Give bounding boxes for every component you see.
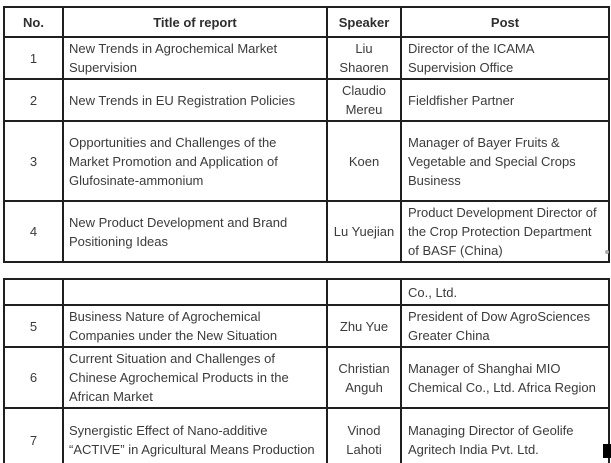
text-cursor-artifact bbox=[603, 444, 611, 458]
cell-post: Manager of Shanghai MIO Chemical Co., Lt… bbox=[400, 346, 610, 409]
table-row: 2 New Trends in EU Registration Policies… bbox=[3, 78, 610, 122]
cell-no: 4 bbox=[3, 200, 64, 263]
cell-title: Synergistic Effect of Nano-additive “ACT… bbox=[62, 407, 328, 463]
col-header-post: Post bbox=[400, 6, 610, 38]
cell-title: New Trends in EU Registration Policies bbox=[62, 78, 328, 122]
report-table-2: Co., Ltd. 5 Business Nature of Agrochemi… bbox=[3, 278, 610, 463]
cell-title bbox=[62, 278, 328, 306]
cell-no: 3 bbox=[3, 120, 64, 202]
cell-speaker: Vinod Lahoti bbox=[326, 407, 402, 463]
cell-speaker: Christian Anguh bbox=[326, 346, 402, 409]
cell-post: President of Dow AgroSciences Greater Ch… bbox=[400, 304, 610, 348]
cell-post: Director of the ICAMA Supervision Office bbox=[400, 36, 610, 80]
table-row: 3 Opportunities and Challenges of the Ma… bbox=[3, 120, 610, 202]
table-row: 7 Synergistic Effect of Nano-additive “A… bbox=[3, 407, 610, 463]
table-row: 1 New Trends in Agrochemical Market Supe… bbox=[3, 36, 610, 80]
cell-title: Current Situation and Challenges of Chin… bbox=[62, 346, 328, 409]
col-header-no: No. bbox=[3, 6, 64, 38]
cell-speaker: Koen bbox=[326, 120, 402, 202]
cell-post: Managing Director of Geolife Agritech In… bbox=[400, 407, 610, 463]
cell-no: 7 bbox=[3, 407, 64, 463]
cell-title: Business Nature of Agrochemical Companie… bbox=[62, 304, 328, 348]
col-header-speaker: Speaker bbox=[326, 6, 402, 38]
cell-speaker: Liu Shaoren bbox=[326, 36, 402, 80]
header-row: No. Title of report Speaker Post bbox=[3, 6, 610, 38]
table-row-continuation: Co., Ltd. bbox=[3, 278, 610, 306]
cell-no: 5 bbox=[3, 304, 64, 348]
col-header-title: Title of report bbox=[62, 6, 328, 38]
cell-no: 2 bbox=[3, 78, 64, 122]
cell-title: New Trends in Agrochemical Market Superv… bbox=[62, 36, 328, 80]
artifact-speck bbox=[605, 250, 609, 254]
cell-title: Opportunities and Challenges of the Mark… bbox=[62, 120, 328, 202]
cell-speaker: Zhu Yue bbox=[326, 304, 402, 348]
cell-no bbox=[3, 278, 64, 306]
report-table-1: No. Title of report Speaker Post 1 New T… bbox=[3, 6, 610, 263]
cell-no: 1 bbox=[3, 36, 64, 80]
cell-speaker: Lu Yuejian bbox=[326, 200, 402, 263]
table-row: 6 Current Situation and Challenges of Ch… bbox=[3, 346, 610, 409]
cell-speaker: Claudio Mereu bbox=[326, 78, 402, 122]
cell-speaker bbox=[326, 278, 402, 306]
cell-no: 6 bbox=[3, 346, 64, 409]
table-row: 4 New Product Development and Brand Posi… bbox=[3, 200, 610, 263]
cell-post: Product Development Director of the Crop… bbox=[400, 200, 610, 263]
cell-post: Fieldfisher Partner bbox=[400, 78, 610, 122]
cell-post: Co., Ltd. bbox=[400, 278, 610, 306]
cell-title: New Product Development and Brand Positi… bbox=[62, 200, 328, 263]
table-row: 5 Business Nature of Agrochemical Compan… bbox=[3, 304, 610, 348]
cell-post: Manager of Bayer Fruits & Vegetable and … bbox=[400, 120, 610, 202]
